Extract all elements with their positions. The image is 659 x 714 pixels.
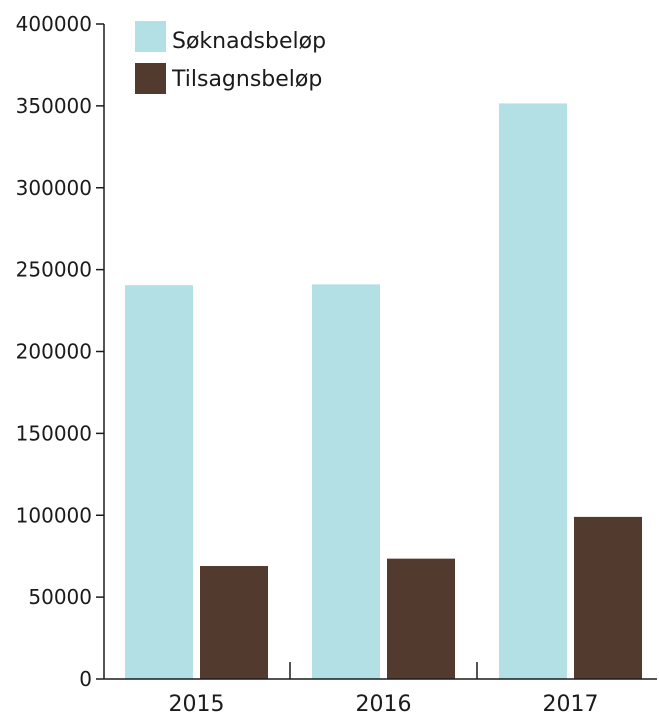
bar-soknadsbelop-2016 <box>312 284 380 679</box>
bar-tilsagnsbelop-2017 <box>574 516 642 679</box>
bar-soknadsbelop-2017 <box>499 103 567 679</box>
y-tick-label: 100000 <box>16 503 92 527</box>
y-tick-label: 0 <box>79 667 92 691</box>
x-tick-label: 2016 <box>356 692 412 714</box>
bar-soknadsbelop-2015 <box>125 285 193 679</box>
y-tick-label: 200000 <box>16 340 92 364</box>
y-tick-label: 50000 <box>28 585 92 609</box>
bar-tilsagnsbelop-2016 <box>387 558 455 679</box>
x-tick-label: 2015 <box>169 692 225 714</box>
y-tick-label: 250000 <box>16 258 92 282</box>
y-tick-label: 300000 <box>16 176 92 200</box>
y-tick-label: 400000 <box>16 12 92 36</box>
legend-swatch-tilsagnsbelop <box>135 63 166 94</box>
legend-label-soknadsbelop: Søknadsbeløp <box>172 29 326 54</box>
y-tick-label: 150000 <box>16 421 92 445</box>
legend-swatch-soknadsbelop <box>135 21 166 52</box>
y-tick-label: 350000 <box>16 94 92 118</box>
legend: Søknadsbeløp Tilsagnsbeløp <box>135 21 326 94</box>
x-tick-label: 2017 <box>543 692 599 714</box>
plot-area: 0 50000 100000 150000 200000 250000 300000 3500… <box>16 12 642 714</box>
bar-tilsagnsbelop-2015 <box>200 566 268 679</box>
axes <box>103 24 657 680</box>
legend-label-tilsagnsbelop: Tilsagnsbeløp <box>171 67 322 92</box>
